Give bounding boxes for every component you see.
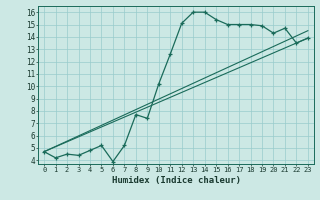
X-axis label: Humidex (Indice chaleur): Humidex (Indice chaleur) xyxy=(111,176,241,185)
